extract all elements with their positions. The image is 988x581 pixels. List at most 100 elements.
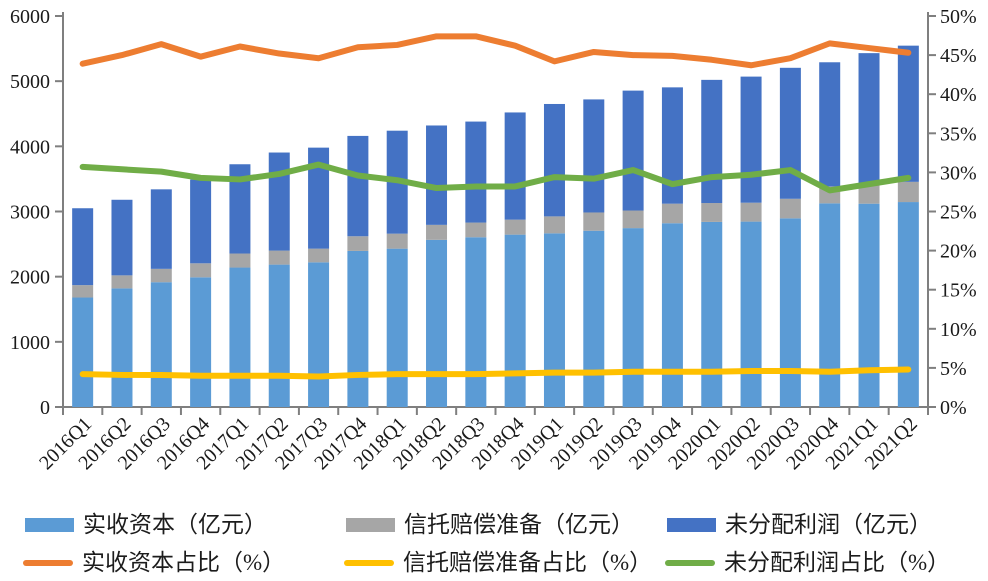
legend-swatch-trust-reserve	[346, 518, 395, 532]
left-axis-tick-label: 3000	[10, 202, 50, 224]
bar-2017Q4-segment-0	[347, 250, 369, 407]
right-axis-tick-label: 35%	[940, 123, 977, 145]
legend-label-trust-reserve-ratio: 信托赔偿准备占比（%）	[403, 550, 653, 575]
bar-2021Q1-segment-0	[858, 203, 880, 407]
left-axis-tick-label: 4000	[10, 136, 50, 158]
bar-2018Q2-segment-0	[426, 239, 448, 407]
bar-2016Q3-segment-1	[150, 268, 172, 283]
left-axis-tick-label: 5000	[10, 71, 50, 93]
right-axis-tick-label: 30%	[940, 162, 977, 184]
bar-2021Q2-segment-0	[897, 202, 919, 407]
line-series	[79, 33, 912, 380]
right-axis-tick-label: 25%	[940, 202, 977, 224]
bar-2017Q2-segment-0	[268, 264, 290, 407]
bar-2019Q2-segment-1	[583, 212, 605, 231]
bar-2019Q1-segment-1	[543, 216, 565, 234]
legend-label-undistributed-profit: 未分配利润（亿元）	[725, 512, 932, 537]
bar-2021Q2-segment-2	[897, 45, 919, 182]
left-axis-tick-label: 1000	[10, 332, 50, 354]
legend-swatch-undistributed-profit	[667, 518, 716, 532]
bar-2017Q3-segment-2	[308, 147, 330, 249]
legend-label-paid-in-capital: 实收资本（亿元）	[83, 512, 267, 537]
bar-2018Q4-segment-1	[504, 219, 526, 235]
bar-2017Q1-segment-1	[229, 253, 251, 268]
right-axis-tick-label: 15%	[940, 280, 977, 302]
legend-label-undistributed-profit-ratio: 未分配利润占比（%）	[724, 550, 951, 575]
bar-2018Q3-segment-2	[465, 121, 487, 223]
legend-line-undistributed-profit-ratio	[665, 560, 715, 566]
x-axis-labels: 2016Q12016Q22016Q32016Q42017Q12017Q22017…	[35, 413, 922, 474]
bar-2019Q1-segment-0	[543, 233, 565, 407]
bar-2017Q4-segment-2	[347, 135, 369, 237]
bar-2017Q1-segment-0	[229, 267, 251, 407]
bar-2016Q4-segment-1	[190, 263, 212, 278]
legend-swatch-paid-in-capital	[25, 518, 74, 532]
bar-2019Q3-segment-1	[622, 210, 644, 229]
right-axis-tick-label: 45%	[940, 45, 977, 67]
bar-2018Q2-segment-2	[426, 125, 448, 225]
legend-item-undistributed-profit-ratio: 未分配利润占比（%）	[665, 550, 950, 576]
bar-2020Q4-segment-2	[819, 62, 841, 187]
bar-2020Q1-segment-1	[701, 203, 723, 222]
left-axis-tick-label: 2000	[10, 267, 50, 289]
bar-2019Q3-segment-2	[622, 90, 644, 211]
bar-2017Q2-segment-2	[268, 152, 290, 251]
bar-2016Q1-segment-0	[72, 297, 94, 407]
bar-2018Q3-segment-0	[465, 237, 487, 407]
bar-2019Q4-segment-0	[661, 223, 683, 407]
bar-2019Q2-segment-2	[583, 99, 605, 213]
bar-2020Q1-segment-0	[701, 221, 723, 407]
legend-line-trust-reserve-ratio	[344, 560, 394, 566]
right-axis-tick-label: 5%	[940, 358, 967, 380]
right-axis-tick-label: 20%	[940, 241, 977, 263]
legend-item-trust-reserve-ratio: 信托赔偿准备占比（%）	[344, 550, 652, 576]
axes: 0 1000 2000 3000 4000 5000 6000 0% 5% 10% 15% 20% 25…	[10, 6, 977, 419]
bar-2017Q2-segment-1	[268, 250, 290, 265]
bar-2018Q1-segment-1	[386, 233, 408, 249]
bar-2016Q2-segment-2	[111, 199, 133, 276]
right-axis-tick-label: 0%	[940, 397, 967, 419]
bar-2018Q4-segment-2	[504, 112, 526, 220]
bar-2020Q3-segment-0	[779, 218, 801, 407]
bar-2016Q2-segment-0	[111, 288, 133, 407]
bar-2017Q1-segment-2	[229, 164, 251, 254]
legend-item-paid-in-capital-ratio: 实收资本占比（%）	[23, 550, 285, 576]
legend-item-undistributed-profit: 未分配利润（亿元）	[667, 512, 932, 538]
bar-2016Q1-segment-2	[72, 208, 94, 286]
bar-2019Q2-segment-0	[583, 230, 605, 407]
bar-2020Q4-segment-0	[819, 203, 841, 407]
left-axis-tick-label: 6000	[10, 6, 50, 28]
legend-label-trust-reserve: 信托赔偿准备（亿元）	[404, 512, 634, 537]
bar-2018Q2-segment-1	[426, 224, 448, 240]
bar-2020Q3-segment-2	[779, 67, 801, 199]
bar-2018Q4-segment-0	[504, 234, 526, 407]
bar-2016Q3-segment-0	[150, 282, 172, 407]
bar-2016Q4-segment-2	[190, 179, 212, 264]
bar-2020Q2-segment-1	[740, 202, 762, 222]
right-axis-tick-label: 40%	[940, 84, 977, 106]
bar-2017Q3-segment-0	[308, 262, 330, 407]
bar-2017Q4-segment-1	[347, 236, 369, 251]
left-axis-tick-label: 0	[40, 397, 50, 419]
legend-label-paid-in-capital-ratio: 实收资本占比（%）	[82, 550, 286, 575]
bar-2016Q1-segment-1	[72, 285, 94, 298]
bar-2019Q4-segment-1	[661, 203, 683, 224]
bar-2017Q3-segment-1	[308, 248, 330, 263]
bar-series	[72, 45, 919, 407]
bar-2020Q1-segment-2	[701, 79, 723, 204]
right-axis-tick-label: 50%	[940, 6, 977, 28]
legend-item-paid-in-capital: 实收资本（亿元）	[25, 512, 267, 538]
bar-2021Q1-segment-1	[858, 184, 880, 204]
bar-2016Q2-segment-1	[111, 275, 133, 289]
bar-2021Q2-segment-1	[897, 181, 919, 203]
bar-2018Q1-segment-0	[386, 248, 408, 407]
bar-2016Q3-segment-2	[150, 189, 172, 269]
bar-2021Q1-segment-2	[858, 53, 880, 185]
bar-2018Q3-segment-1	[465, 222, 487, 238]
ratio-line-1	[79, 366, 912, 380]
bar-2019Q4-segment-2	[661, 87, 683, 204]
bar-2019Q3-segment-0	[622, 228, 644, 407]
legend-line-paid-in-capital-ratio	[23, 560, 73, 566]
